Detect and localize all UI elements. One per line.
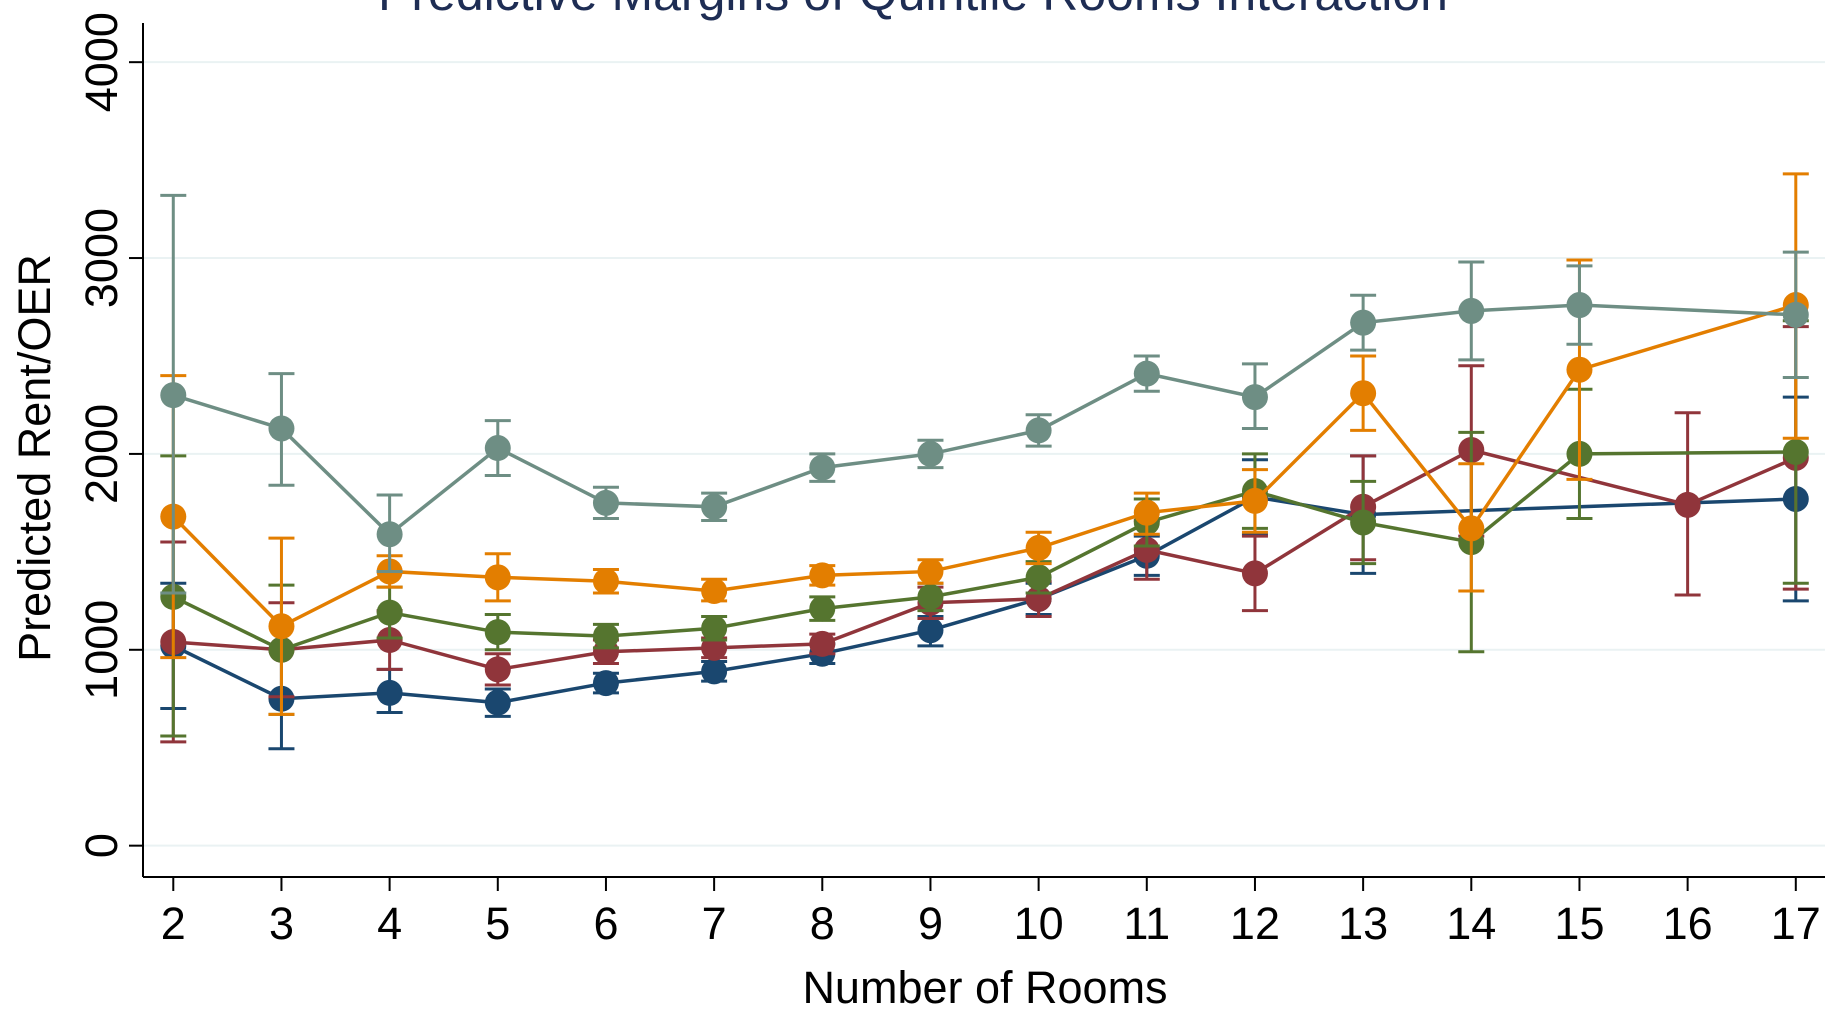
marker [484, 656, 511, 683]
marker [1241, 384, 1268, 411]
x-tick-label: 6 [593, 898, 618, 949]
x-tick-label: 5 [485, 898, 510, 949]
marker [376, 521, 403, 548]
marker [1566, 292, 1593, 319]
marker [376, 626, 403, 653]
marker [1458, 515, 1485, 542]
y-tick-label: 1000 [76, 600, 127, 700]
marker [484, 619, 511, 646]
marker [809, 630, 836, 657]
marker [1025, 417, 1052, 444]
marker [484, 564, 511, 591]
marker [701, 615, 728, 642]
marker [592, 489, 619, 516]
y-tick-label: 0 [76, 833, 127, 858]
marker [1133, 536, 1160, 563]
marker [1782, 438, 1809, 465]
x-tick-label: 14 [1446, 898, 1496, 949]
marker [1133, 499, 1160, 526]
marker [592, 623, 619, 650]
marker [809, 562, 836, 589]
marker [484, 435, 511, 462]
x-axis-label: Number of Rooms [802, 962, 1167, 1010]
marker [376, 679, 403, 706]
x-tick-label: 4 [377, 898, 402, 949]
marker [1674, 491, 1701, 518]
marker [1350, 309, 1377, 336]
marker [1241, 560, 1268, 587]
marker [1566, 356, 1593, 383]
marker [1350, 509, 1377, 536]
chart-title: Predictive Margins of Quintile Rooms Int… [378, 0, 1448, 21]
x-tick-label: 8 [810, 898, 835, 949]
marker [917, 558, 944, 585]
marker [484, 689, 511, 716]
x-tick-label: 11 [1123, 898, 1170, 949]
marker [917, 617, 944, 644]
marker [701, 658, 728, 685]
marker [917, 583, 944, 610]
x-tick-label: 12 [1230, 898, 1280, 949]
x-tick-label: 13 [1338, 898, 1388, 949]
marker [809, 454, 836, 481]
marker [1782, 301, 1809, 328]
x-tick-label: 15 [1554, 898, 1604, 949]
marker [1241, 487, 1268, 514]
marker [268, 613, 295, 640]
marker [592, 670, 619, 697]
marker [1025, 564, 1052, 591]
x-tick-label: 7 [702, 898, 727, 949]
marker [1133, 360, 1160, 387]
marker [809, 595, 836, 622]
x-tick-label: 10 [1014, 898, 1064, 949]
y-axis-label: Predicted Rent/OER [9, 254, 60, 662]
marker [701, 493, 728, 520]
x-tick-label: 17 [1771, 898, 1821, 949]
marker [917, 440, 944, 467]
y-tick-label: 3000 [76, 208, 127, 308]
marker [1025, 534, 1052, 561]
marker [268, 415, 295, 442]
marker [160, 382, 187, 409]
x-tick-label: 9 [918, 898, 943, 949]
x-tick-label: 16 [1663, 898, 1713, 949]
marker [1350, 380, 1377, 407]
x-tick-label: 2 [161, 898, 186, 949]
marker [592, 568, 619, 595]
marker [376, 599, 403, 626]
marker [1458, 297, 1485, 324]
y-tick-label: 4000 [76, 12, 127, 112]
y-tick-label: 2000 [76, 404, 127, 504]
x-tick-label: 3 [269, 898, 294, 949]
marker [701, 578, 728, 605]
